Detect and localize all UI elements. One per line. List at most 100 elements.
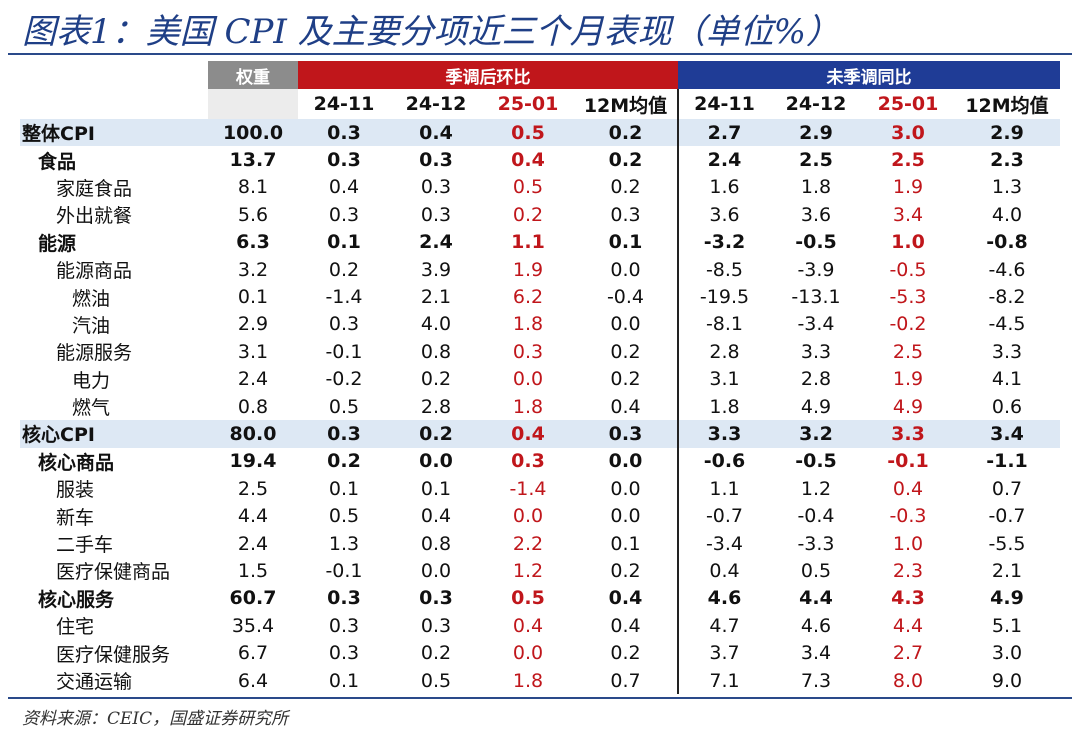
table-row: 能源服务 3.1 -0.1 0.8 0.3 0.2 2.8 3.3 2.5 3.3 (20, 338, 1060, 366)
sa-value-cell: 0.4 (511, 149, 545, 172)
row-label: 新车 (56, 506, 95, 529)
sa-col-header: 24-11 (313, 93, 375, 115)
nsa-value-cell: -1.1 (986, 450, 1028, 473)
nsa-value-cell: 3.6 (800, 203, 832, 226)
nsa-value-cell: 2.5 (799, 149, 833, 172)
sa-value-cell: 0.2 (610, 559, 641, 582)
row-label: 交通运输 (56, 671, 133, 693)
nsa-value-cell: -8.5 (677, 255, 770, 284)
nsa-value-cell: -5.3 (889, 286, 927, 309)
sa-value-cell: 1.8 (512, 669, 544, 692)
sa-value-cell: 0.5 (482, 119, 574, 147)
weight-cell: 2.4 (237, 532, 269, 555)
nsa-value-cell: 1.9 (892, 176, 924, 199)
nsa-value-cell: -3.9 (797, 258, 835, 281)
row-label: 核心服务 (38, 588, 115, 611)
nsa-value-cell: -8.2 (988, 286, 1026, 309)
row-label: 电力 (72, 369, 111, 392)
nsa-value-cell: 4.9 (800, 395, 832, 418)
nsa-value-cell: 0.4 (892, 477, 924, 500)
nsa-value-cell: -0.5 (795, 231, 837, 254)
sa-value-cell: 0.3 (420, 614, 452, 637)
header-blank-2 (20, 89, 208, 119)
nsa-value-cell: 5.1 (991, 614, 1023, 637)
sa-value-cell: 0.1 (420, 477, 452, 500)
nsa-value-cell: 1.0 (892, 532, 924, 555)
sa-col-header: 24-12 (405, 93, 467, 115)
nsa-value-cell: 3.7 (677, 639, 770, 667)
sa-value-cell: -1.4 (325, 286, 363, 309)
nsa-value-cell: 4.6 (800, 614, 832, 637)
nsa-value-cell: 7.3 (800, 669, 832, 692)
weight-cell: 6.4 (237, 669, 269, 692)
nsa-value-cell: 3.3 (862, 420, 954, 448)
sa-value-cell: 0.7 (610, 669, 641, 692)
table-row: 电力 2.4 -0.2 0.2 0.0 0.2 3.1 2.8 1.9 4.1 (20, 365, 1060, 393)
sa-value-cell: 0.2 (608, 149, 643, 172)
nsa-value-cell: 0.4 (677, 557, 770, 585)
weight-cell: 0.8 (237, 395, 269, 418)
sa-value-cell: 0.3 (328, 642, 360, 665)
nsa-col-header: 25-01 (877, 93, 939, 115)
sa-value-cell: 1.1 (511, 231, 545, 254)
nsa-value-cell: 3.1 (677, 365, 770, 393)
weight-cell: 2.4 (237, 368, 269, 391)
sa-value-cell: 0.2 (610, 368, 641, 391)
weight-cell: 19.4 (229, 450, 277, 473)
nsa-col-header: 24-11 (677, 89, 770, 119)
sa-value-cell: 2.4 (419, 231, 453, 254)
sa-value-cell: 2.8 (420, 395, 452, 418)
sa-value-cell: 0.3 (511, 450, 545, 473)
table-row: 家庭食品 8.1 0.4 0.3 0.5 0.2 1.6 1.8 1.9 1.3 (20, 173, 1060, 202)
sa-value-cell: 0.0 (512, 368, 544, 391)
sa-value-cell: 0.3 (298, 119, 390, 147)
sa-value-cell: 3.9 (420, 258, 452, 281)
nsa-col-header: 12M均值 (965, 94, 1049, 117)
row-label: 能源 (38, 232, 77, 255)
table-row: 食品 13.7 0.3 0.3 0.4 0.2 2.4 2.5 2.5 2.3 (20, 146, 1060, 174)
sa-value-cell: 0.1 (328, 669, 360, 692)
sa-value-cell: 0.2 (390, 420, 482, 448)
nsa-value-cell: -0.6 (677, 447, 770, 476)
sa-value-cell: 0.4 (610, 395, 641, 418)
sa-value-cell: 0.0 (420, 559, 452, 582)
nsa-value-cell: 2.5 (892, 340, 924, 363)
sa-value-cell: 0.1 (608, 231, 643, 254)
sa-value-cell: 0.3 (420, 203, 452, 226)
cpi-table: 权重 季调后环比 未季调同比 24-11 24-12 25-01 12M均值 2… (20, 61, 1060, 695)
sa-value-cell: 0.3 (328, 313, 360, 336)
nsa-value-cell: 3.3 (677, 420, 770, 448)
nsa-value-cell: 2.7 (892, 642, 924, 665)
table-row: 核心商品 19.4 0.2 0.0 0.3 0.0 -0.6 -0.5 -0.1 -1.1 (20, 447, 1060, 476)
sa-value-cell: 4.0 (420, 313, 452, 336)
row-label: 汽油 (72, 314, 111, 337)
weight-cell: 80.0 (208, 420, 298, 448)
row-label: 外出就餐 (56, 205, 133, 228)
row-label: 核心商品 (38, 451, 115, 474)
nsa-value-cell: 3.4 (800, 642, 832, 665)
nsa-value-cell: 1.2 (800, 477, 832, 500)
nsa-value-cell: 0.5 (800, 559, 832, 582)
nsa-value-cell: 2.3 (990, 149, 1024, 172)
nsa-value-cell: -0.8 (986, 231, 1028, 254)
nsa-value-cell: 9.0 (991, 669, 1023, 692)
nsa-value-cell: 7.1 (677, 666, 770, 695)
sa-value-cell: 0.2 (610, 642, 641, 665)
nsa-value-cell: 1.6 (677, 173, 770, 202)
nsa-value-cell: 1.8 (800, 176, 832, 199)
row-label: 二手车 (56, 534, 114, 557)
sa-value-cell: 0.0 (512, 505, 544, 528)
nsa-value-cell: 1.8 (677, 392, 770, 421)
row-label: 住宅 (56, 616, 95, 639)
sa-value-cell: 0.2 (420, 642, 452, 665)
sa-value-cell: 0.1 (328, 477, 360, 500)
sa-value-cell: 0.4 (608, 587, 643, 610)
nsa-group-header: 未季调同比 (678, 61, 1060, 89)
nsa-value-cell: -5.5 (988, 532, 1026, 555)
nsa-value-cell: 4.3 (891, 587, 925, 610)
nsa-value-cell: 3.0 (862, 119, 954, 147)
weight-cell: 60.7 (229, 587, 277, 610)
weight-cell: 13.7 (229, 149, 277, 172)
sa-value-cell: 0.2 (610, 340, 641, 363)
row-label: 家庭食品 (56, 177, 133, 200)
